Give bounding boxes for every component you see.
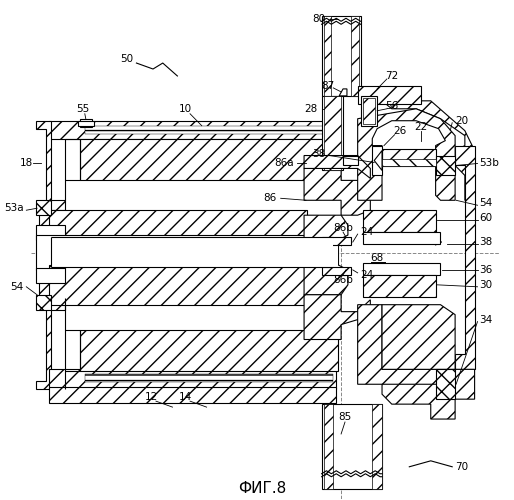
Polygon shape [339, 89, 347, 96]
Text: 85: 85 [338, 412, 352, 422]
Text: 80: 80 [313, 14, 325, 24]
Bar [36, 225, 65, 240]
Bar [36, 235, 338, 270]
Polygon shape [358, 109, 455, 200]
Polygon shape [436, 370, 455, 399]
Polygon shape [304, 294, 370, 340]
Text: 53a: 53a [4, 203, 24, 213]
Bar [343, 156, 358, 166]
Bar [351, 16, 359, 96]
Text: 86a: 86a [274, 158, 295, 168]
Text: 18: 18 [20, 158, 33, 168]
Text: 34: 34 [480, 314, 493, 324]
Text: 24: 24 [361, 227, 374, 237]
Text: 72: 72 [385, 71, 398, 81]
Text: 70: 70 [455, 462, 468, 472]
Bar [322, 16, 361, 96]
Text: 86b: 86b [333, 223, 353, 233]
Bar [382, 158, 436, 166]
Text: 87: 87 [321, 81, 334, 91]
Polygon shape [374, 150, 382, 171]
Bar [51, 237, 333, 267]
Text: 22: 22 [414, 122, 428, 132]
Polygon shape [36, 294, 51, 310]
Text: 36: 36 [480, 265, 493, 275]
Bar [372, 404, 382, 488]
Bar [49, 387, 336, 403]
Polygon shape [36, 120, 65, 389]
Bar [322, 237, 351, 245]
Bar [80, 330, 338, 372]
Bar [361, 96, 377, 126]
Text: 26: 26 [393, 126, 406, 136]
Text: 50: 50 [120, 54, 133, 64]
Bar [80, 118, 91, 126]
Bar [51, 237, 338, 267]
Bar [323, 96, 341, 170]
Text: 54: 54 [480, 198, 493, 208]
Bar [323, 16, 332, 96]
Text: 86: 86 [264, 194, 277, 203]
Text: 55: 55 [76, 104, 89, 114]
Polygon shape [304, 168, 370, 215]
Bar [36, 268, 65, 283]
Bar [362, 275, 436, 296]
Bar [85, 374, 333, 382]
Text: 10: 10 [178, 104, 192, 114]
Bar [49, 370, 336, 389]
Bar [382, 148, 436, 166]
Polygon shape [455, 146, 474, 370]
Bar [49, 265, 307, 304]
Bar [49, 210, 307, 250]
Text: 54: 54 [10, 282, 24, 292]
Text: 30: 30 [480, 280, 492, 290]
Text: 14: 14 [178, 392, 192, 402]
Polygon shape [304, 215, 348, 294]
Text: 56: 56 [385, 101, 398, 111]
Polygon shape [304, 156, 370, 178]
Polygon shape [382, 370, 474, 419]
Text: 12: 12 [144, 392, 158, 402]
Polygon shape [358, 304, 455, 384]
Text: 28: 28 [304, 104, 318, 114]
Bar [372, 146, 382, 176]
Bar [322, 404, 382, 488]
Polygon shape [382, 304, 455, 370]
Bar [49, 120, 336, 138]
Bar [323, 404, 333, 488]
Bar [362, 98, 375, 124]
Polygon shape [382, 101, 474, 200]
Text: ФИГ.8: ФИГ.8 [238, 481, 286, 496]
Bar [358, 86, 421, 104]
Bar [322, 267, 351, 275]
Bar [78, 120, 94, 126]
Bar [322, 96, 343, 170]
Bar [80, 138, 338, 180]
Text: 24: 24 [361, 270, 374, 280]
Text: 53b: 53b [480, 158, 500, 168]
Polygon shape [436, 156, 455, 176]
Text: 68: 68 [371, 253, 384, 263]
Bar [362, 263, 440, 275]
Text: 20: 20 [455, 116, 468, 126]
Text: 86b: 86b [333, 275, 353, 285]
Text: 38: 38 [313, 148, 325, 158]
Text: 60: 60 [480, 213, 492, 223]
Bar [362, 210, 436, 232]
Text: 38: 38 [480, 237, 493, 247]
Bar [362, 232, 440, 244]
Bar [85, 126, 333, 134]
Polygon shape [36, 200, 51, 215]
